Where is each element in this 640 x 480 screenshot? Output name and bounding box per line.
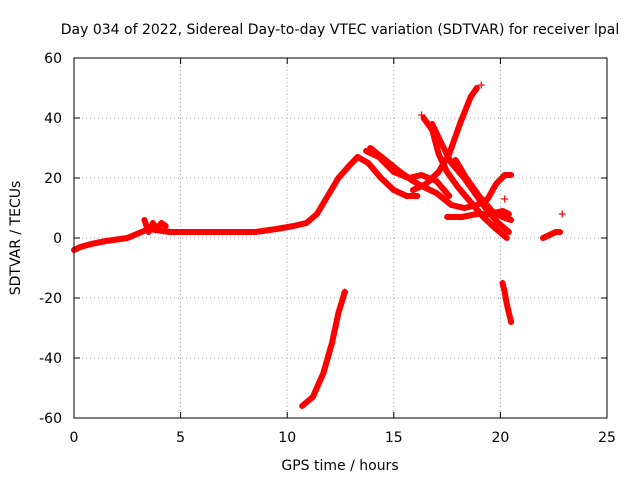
series-layer: [71, 85, 564, 409]
y-tick-label: -20: [39, 291, 62, 307]
series-arc-descending: [299, 289, 348, 409]
series-arc-late: [452, 157, 515, 223]
series-arc-drop: [499, 280, 515, 325]
x-tick-label: 15: [385, 430, 403, 446]
y-tick-label: -60: [39, 411, 62, 427]
plus-marker: [501, 195, 509, 203]
marker-layer: [341, 81, 566, 296]
grid-layer: [74, 58, 607, 418]
y-tick-label: 20: [44, 171, 62, 187]
x-tick-label: 5: [176, 430, 185, 446]
y-tick-label: 0: [53, 231, 62, 247]
x-tick-label: 10: [278, 430, 296, 446]
series-arc-peak-40: [420, 115, 510, 241]
x-axis-label: GPS time / hours: [281, 458, 398, 474]
series-arc-flat: [444, 208, 512, 220]
x-tick-label: 25: [598, 430, 616, 446]
y-axis-label: SDTVAR / TECUs: [8, 181, 24, 296]
x-tick-label: 20: [491, 430, 509, 446]
x-tick-label: 0: [70, 430, 79, 446]
plus-marker: [477, 81, 485, 89]
chart-title: Day 034 of 2022, Sidereal Day-to-day VTE…: [61, 22, 619, 38]
series-arc-baseline: [71, 154, 421, 253]
tick-layer: 0 5 10 15 20 25 -60 -40 -20 0 20 40 60: [39, 51, 616, 446]
series-arc-bumps: [141, 217, 169, 235]
y-tick-label: -40: [39, 351, 62, 367]
plus-marker: [418, 111, 426, 119]
plot-frame: [73, 57, 608, 419]
plus-marker: [558, 210, 566, 218]
plus-marker: [341, 288, 349, 296]
y-tick-label: 40: [44, 111, 62, 127]
series-arc-end: [540, 229, 564, 241]
series-arc-peak-b: [367, 145, 515, 211]
y-tick-label: 60: [44, 51, 62, 67]
